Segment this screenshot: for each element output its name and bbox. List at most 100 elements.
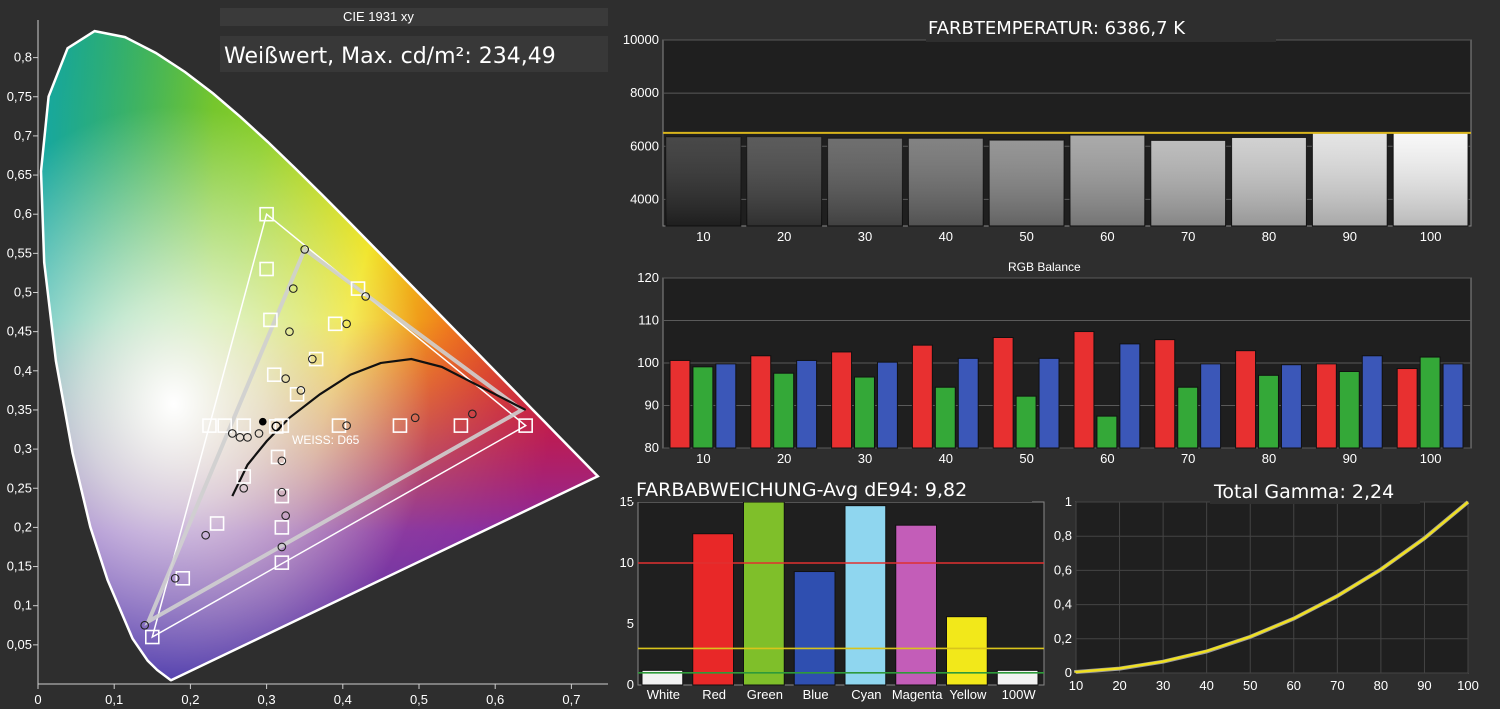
rgb-y-tick-label: 90 xyxy=(645,398,659,413)
cie-measured-point xyxy=(361,292,371,301)
cie-target-points xyxy=(145,206,533,645)
gm-x-tick-label: 50 xyxy=(1243,678,1257,693)
cie-measured-point xyxy=(243,433,252,442)
ct-bar-shade xyxy=(827,138,903,226)
rgb-bar xyxy=(1177,386,1199,449)
gamma-chart: 10 20 30 40 50 60 70 80 90 100 0 0,2 0,4 0,6 0,8 1 Tot… xyxy=(1046,470,1500,709)
ct-x-tick-label: 70 xyxy=(1181,229,1195,244)
cie-white-point-marker xyxy=(271,421,282,432)
gm-y-tick-label: 0,2 xyxy=(1054,631,1072,646)
de-title: FARBABWEICHUNG-Avg dE94: 9,82 xyxy=(636,479,967,501)
rgb-bar xyxy=(750,355,772,449)
de-x-tick-label: 100W xyxy=(1002,687,1037,702)
ct-x-tick-label: 80 xyxy=(1262,229,1276,244)
ct-bars xyxy=(665,131,1469,227)
cie-y-tick-label: 0,6 xyxy=(14,206,32,221)
rgb-bar xyxy=(1096,415,1118,449)
rgb-bar xyxy=(1200,363,1222,449)
de-bar xyxy=(946,616,988,686)
rgb-bar xyxy=(715,363,737,449)
cie-target-square xyxy=(327,316,343,332)
rgb-x-tick-label: 30 xyxy=(858,451,872,466)
gm-x-tick-label: 100 xyxy=(1457,678,1479,693)
rgb-bar xyxy=(773,372,795,449)
cie-measured-point xyxy=(277,542,287,552)
de-y-tick-label: 0 xyxy=(627,677,634,692)
ct-title: FARBTEMPERATUR: 6386,7 K xyxy=(928,18,1186,39)
ct-x-tick-label: 10 xyxy=(696,229,710,244)
ct-x-tick-label: 60 xyxy=(1100,229,1114,244)
de-x-tick-label: Magenta xyxy=(892,687,943,702)
de-x-tick-label: Yellow xyxy=(949,687,987,702)
ct-bar-shade xyxy=(666,136,741,226)
cie-target-square xyxy=(236,418,252,433)
rgb-x-tick-label: 100 xyxy=(1420,451,1442,466)
cie-target-square xyxy=(145,629,160,645)
cie-measured-point xyxy=(281,374,291,383)
rgb-bar xyxy=(1442,363,1464,449)
cie-y-tick-label: 0,65 xyxy=(7,167,32,182)
cie-spectral-locus xyxy=(39,29,600,682)
cie-target-square xyxy=(266,367,282,383)
cie-white-label-box xyxy=(220,36,608,72)
rgb-x-tick-label: 90 xyxy=(1343,451,1357,466)
cie-target-gamut xyxy=(151,212,528,639)
cie-chart: CIE 1931 xy 0 0,1 0,2 0,3 0,4 0,5 0,6 0,7 0,050… xyxy=(0,0,610,709)
rgb-y-tick-label: 120 xyxy=(637,270,659,285)
cie-target-square xyxy=(270,449,286,465)
cie-target-square xyxy=(175,570,191,586)
rgb-bar xyxy=(1338,371,1360,449)
cie-measured-point xyxy=(307,354,317,364)
rgb-bar xyxy=(876,361,898,449)
de-x-tick-label: Cyan xyxy=(851,687,881,702)
rgb-bar xyxy=(911,344,933,449)
cie-y-tick-label: 0,15 xyxy=(7,559,32,574)
ct-x-tick-label: 50 xyxy=(1019,229,1033,244)
cie-measured-point xyxy=(277,487,287,497)
cie-target-square xyxy=(392,418,408,433)
cie-target-square xyxy=(209,516,225,531)
cie-x-tick-label: 0,2 xyxy=(181,692,199,707)
cie-y-tick-label: 0,3 xyxy=(14,441,32,456)
cie-x-tick-label: 0,7 xyxy=(562,692,580,707)
de-y-ticks: 0 5 10 15 xyxy=(620,494,634,692)
cie-measured-point xyxy=(300,245,310,254)
cie-x-tick-label: 0,5 xyxy=(410,692,428,707)
de-bar xyxy=(793,571,836,686)
rgb-bar xyxy=(1315,363,1337,449)
cie-x-tick-label: 0,4 xyxy=(334,692,352,707)
rgb-x-tick-label: 70 xyxy=(1181,451,1195,466)
cie-target-square xyxy=(259,261,274,277)
gm-y-tick-label: 0,8 xyxy=(1054,528,1072,543)
gm-x-tick-label: 40 xyxy=(1199,678,1213,693)
color-temperature-chart: 10 20 30 40 50 60 70 80 90 100 40006000800010000 … xyxy=(608,0,1500,250)
de-bar xyxy=(895,524,937,686)
gm-x-tick-label: 60 xyxy=(1287,678,1301,693)
cie-target-square xyxy=(217,418,232,433)
cie-target-square xyxy=(518,418,533,433)
cie-measured-point xyxy=(285,327,294,337)
rgb-bar xyxy=(1119,343,1141,449)
cie-y-tick-label: 0,7 xyxy=(14,128,32,143)
de-bars xyxy=(641,501,1039,686)
cie-target-square xyxy=(236,469,252,484)
cie-measured-point xyxy=(277,456,287,466)
cie-measured-gamut xyxy=(144,246,526,626)
ct-y-tick-label: 6000 xyxy=(630,138,659,153)
cie-measured-points xyxy=(140,245,477,630)
rgb-bars xyxy=(669,331,1464,449)
rgb-bar xyxy=(1235,350,1257,449)
cie-x-tick-label: 0,3 xyxy=(258,692,276,707)
de-bar xyxy=(844,505,887,686)
ct-x-tick-label: 40 xyxy=(939,229,953,244)
cie-measured-point xyxy=(296,386,306,395)
rgb-x-tick-label: 80 xyxy=(1262,451,1276,466)
rgb-x-tick-label: 60 xyxy=(1100,451,1114,466)
gm-x-tick-label: 90 xyxy=(1417,678,1431,693)
gm-x-tick-label: 20 xyxy=(1112,678,1126,693)
gm-x-tick-label: 30 xyxy=(1156,678,1170,693)
cie-target-square xyxy=(453,418,469,433)
ct-bar-shade xyxy=(1312,132,1388,226)
ct-bar-shade xyxy=(989,140,1064,226)
gm-grid xyxy=(1075,501,1469,674)
